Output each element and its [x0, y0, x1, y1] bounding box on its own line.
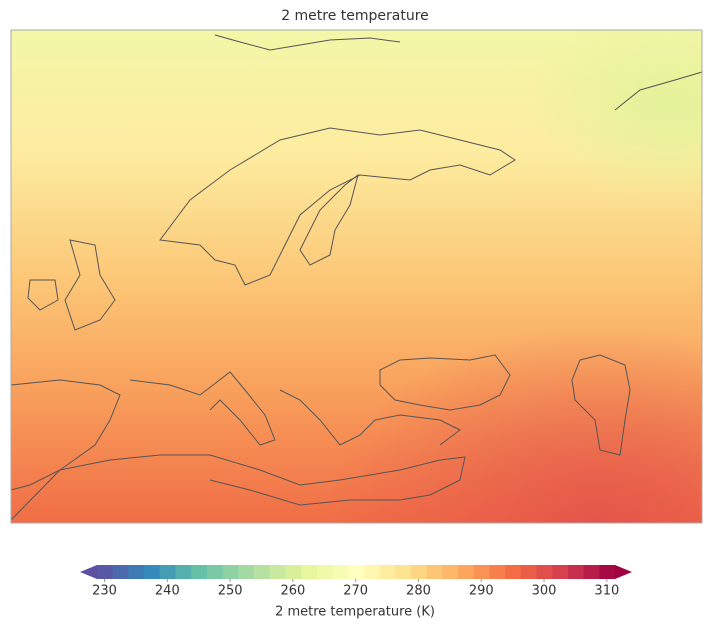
colorbar-segment: [473, 565, 490, 579]
colorbar-tick-label: 300: [532, 584, 557, 599]
coastline: [379, 354, 511, 411]
colorbar-segment: [332, 565, 349, 579]
coastline: [64, 239, 116, 331]
colorbar-segment: [112, 565, 129, 579]
colorbar-segment: [363, 565, 381, 579]
colorbar-segment: [128, 565, 145, 579]
colorbar-segment: [97, 565, 114, 579]
colorbar-label: 2 metre temperature (K): [275, 605, 435, 620]
colorbar-segment: [567, 565, 585, 579]
colorbar-segment: [159, 565, 176, 579]
colorbar-segment: [316, 565, 333, 579]
colorbar-segment: [348, 565, 365, 579]
colorbar-segment: [285, 565, 302, 579]
colorbar-segment: [583, 565, 600, 579]
coastline: [159, 127, 516, 286]
colorbar-tick-label: 230: [92, 584, 117, 599]
coastline: [571, 354, 631, 456]
colorbar-tick-label: 290: [469, 584, 494, 599]
coastline: [279, 389, 461, 446]
colorbar-segment: [426, 565, 443, 579]
chart-title: 2 metre temperature: [281, 8, 429, 24]
colorbar-tick-label: 270: [343, 584, 368, 599]
coastline: [299, 173, 359, 266]
colorbar-segment: [458, 565, 475, 579]
colorbar-segment: [206, 565, 224, 579]
colorbar-segment: [253, 565, 271, 579]
colorbar-segment: [536, 565, 553, 579]
colorbar-segment: [301, 565, 318, 579]
coastline: [27, 279, 59, 311]
map-field-cold: [11, 30, 702, 523]
colorbar-segment: [379, 565, 396, 579]
colorbar-segment: [191, 565, 208, 579]
colorbar-segment: [175, 565, 192, 579]
colorbar-extend-high: [615, 565, 632, 579]
colorbar-tick-label: 250: [218, 584, 243, 599]
colorbar-segment: [505, 565, 522, 579]
colorbar-segment: [599, 565, 616, 579]
colorbar-segment: [442, 565, 459, 579]
map: [10, 29, 703, 524]
colorbar-segment: [222, 565, 239, 579]
coastline: [129, 371, 276, 446]
colorbar-tick-label: 310: [594, 584, 619, 599]
coastline: [10, 454, 466, 521]
colorbar-segment: [144, 565, 161, 579]
colorbar-tick-label: 280: [406, 584, 431, 599]
colorbar-extend-low: [80, 565, 97, 579]
colorbar-segment: [238, 565, 255, 579]
colorbar-segment: [520, 565, 538, 579]
colorbar-tick-label: 240: [155, 584, 180, 599]
colorbar-tick-label: 260: [280, 584, 305, 599]
colorbar-segment: [395, 565, 412, 579]
colorbar-segment: [269, 565, 286, 579]
colorbar: 230 240 250 260 270 280 290 300 310: [80, 565, 632, 599]
colorbar-segment: [410, 565, 428, 579]
map-frame: [10, 29, 703, 524]
coastline: [214, 34, 401, 51]
colorbar-segment: [489, 565, 506, 579]
coastline: [10, 379, 121, 491]
coastline: [614, 71, 703, 111]
colorbar-segment: [552, 565, 569, 579]
